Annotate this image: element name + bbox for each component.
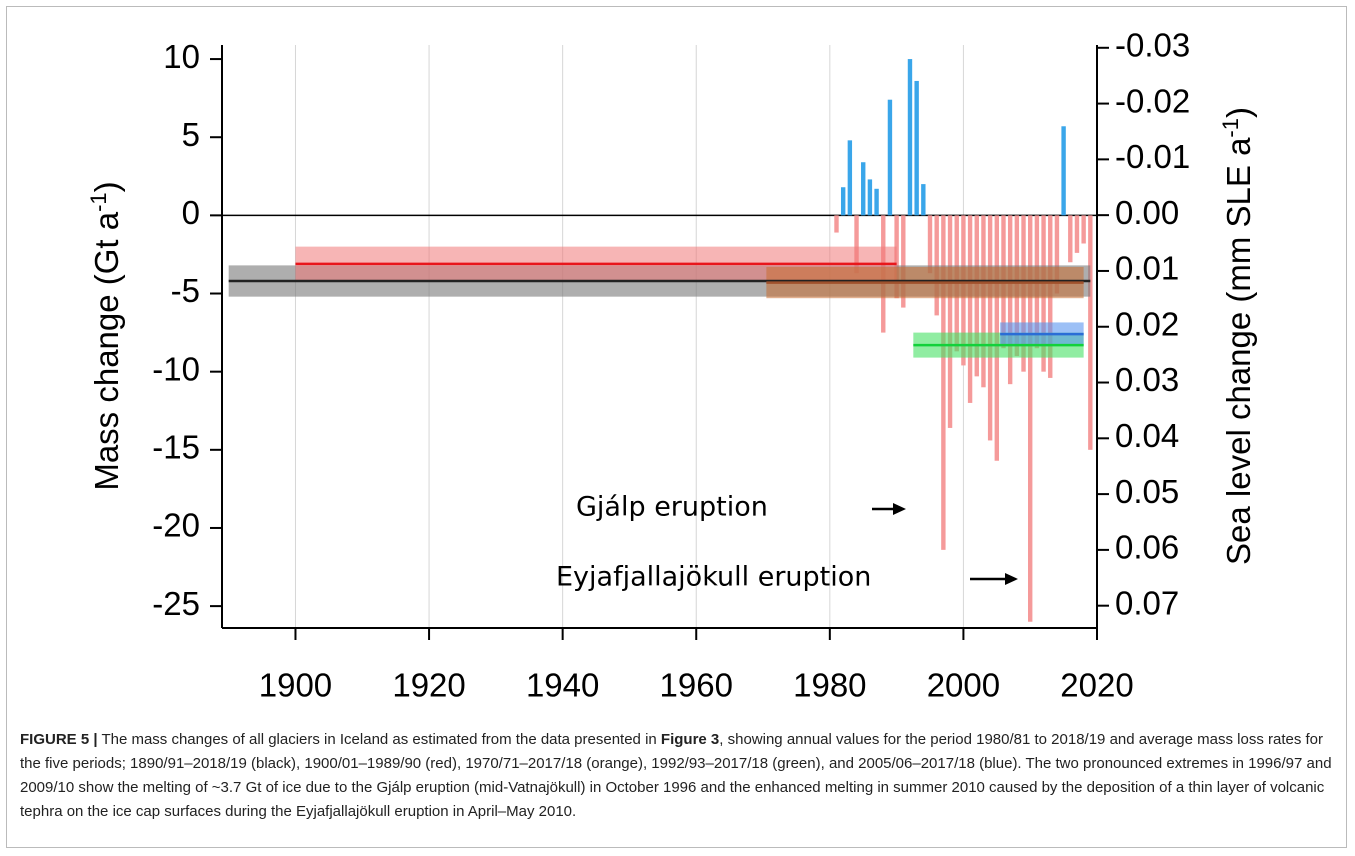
y2-tick-label: 0.03 (1115, 361, 1179, 398)
y2-tick-label: 0.00 (1115, 194, 1179, 231)
annual-bar (914, 80, 919, 216)
y2-tick-label: 0.07 (1115, 584, 1179, 621)
annual-bar (1074, 215, 1080, 253)
annotation: Gjálp eruption (576, 492, 768, 523)
y-axis-title-end: ) (88, 181, 125, 192)
y2-axis-title-end: ) (1220, 107, 1257, 118)
y2-tick-label: 0.06 (1115, 529, 1179, 566)
x-tick-label: 1980 (793, 667, 866, 704)
annual-bar (861, 162, 866, 216)
annual-bar (854, 215, 859, 274)
y-axis-title: Mass change (Gt a-1) (86, 181, 125, 490)
y-tick-label: -5 (171, 272, 200, 309)
y-axis-title-text: Mass change (Gt a (88, 211, 125, 490)
y-tick-label: 0 (182, 194, 200, 231)
x-tick-label: 1940 (526, 667, 599, 704)
annual-bar (1081, 215, 1086, 244)
y2-axis-title-text: Sea level change (mm SLE a (1220, 137, 1257, 565)
y-tick-label: -25 (152, 585, 200, 622)
y2-tick-label: 0.02 (1115, 305, 1179, 342)
annual-bar (981, 215, 986, 388)
y-tick-label: 5 (182, 116, 200, 153)
annual-bar (907, 59, 913, 216)
axes-layer: 1900 1920 1940 1960 1980 2000 2020 10 5 0 -5 -10 -15… (152, 27, 1190, 704)
y2-tick-label: 0.01 (1115, 250, 1179, 287)
x-tick-label: 2020 (1060, 667, 1133, 704)
annual-bar (1088, 215, 1093, 450)
annual-bar (887, 99, 893, 216)
y-tick-label: 10 (163, 38, 200, 75)
caption-run: FIGURE 5 | (20, 731, 98, 748)
annual-bar (901, 215, 906, 308)
annual-bar (1061, 126, 1066, 216)
annual-bar (1054, 215, 1060, 294)
annual-bar (927, 215, 933, 274)
y2-axis-title: Sea level change (mm SLE a-1) (1218, 107, 1257, 565)
annual-bar (1007, 215, 1013, 385)
annual-bar (874, 188, 879, 216)
caption-run: Figure 3 (660, 731, 720, 748)
figure-frame (6, 6, 1347, 848)
annual-bar (867, 179, 873, 216)
y2-tick-label: -0.01 (1115, 138, 1190, 175)
annotation-arrow (970, 573, 1018, 585)
y-axis-title-sup: -1 (86, 192, 111, 212)
annotation-arrow (872, 503, 906, 515)
y2-tick-label: 0.04 (1115, 417, 1179, 454)
annual-bar (921, 184, 926, 216)
caption-run: The mass changes of all glaciers in Icel… (97, 731, 661, 748)
x-tick-label: 2000 (927, 667, 1000, 704)
y2-tick-label: -0.02 (1115, 82, 1190, 119)
x-tick-label: 1920 (392, 667, 465, 704)
annual-bar (834, 215, 839, 233)
annual-bar (1028, 215, 1033, 622)
annual-bar (947, 215, 953, 428)
annual-bar (987, 215, 993, 441)
annual-bar (894, 215, 899, 299)
y-tick-label: -15 (152, 429, 200, 466)
figure-caption: FIGURE 5 | The mass changes of all glaci… (20, 728, 1338, 824)
annual-bar (967, 215, 973, 403)
y2-tick-label: -0.03 (1115, 27, 1190, 64)
annual-bar (1068, 215, 1073, 263)
y2-axis-title-sup: -1 (1218, 118, 1243, 138)
chart: 1900 1920 1940 1960 1980 2000 2020 10 5 0 -5 -10 -15… (86, 27, 1257, 704)
x-tick-label: 1900 (259, 667, 332, 704)
marks-layer (228, 59, 1093, 622)
y2-tick-label: 0.05 (1115, 473, 1179, 510)
annotation: Eyjafjallajökull eruption (556, 562, 871, 593)
annual-bar (847, 140, 853, 216)
annual-bar (840, 187, 846, 216)
y-tick-label: -10 (152, 350, 200, 387)
annual-bar (941, 215, 946, 550)
caption-run: , showing annual values for the period 1… (20, 731, 1332, 820)
x-tick-label: 1960 (660, 667, 733, 704)
y-tick-label: -20 (152, 507, 200, 544)
